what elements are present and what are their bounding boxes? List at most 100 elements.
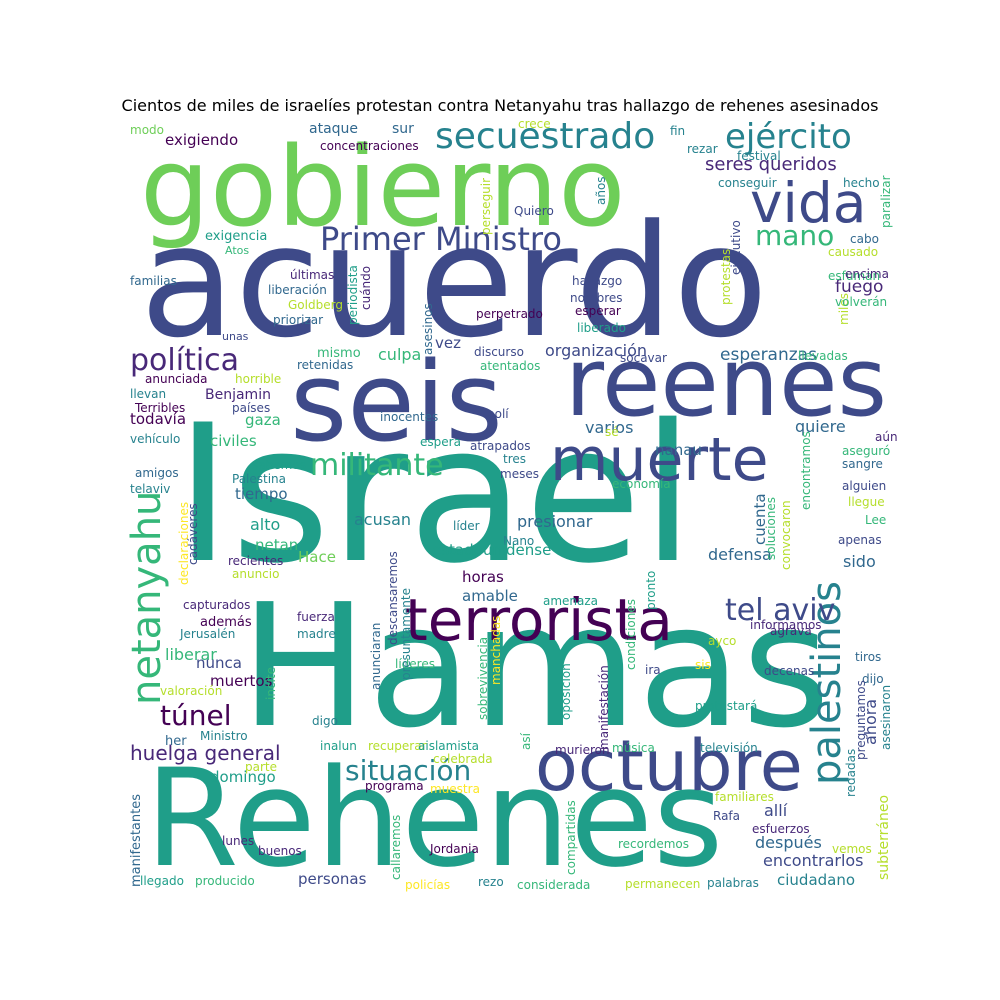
cloud-word: madre	[297, 627, 336, 641]
cloud-word: Hamas	[240, 568, 830, 766]
cloud-word: encontrarlos	[763, 851, 864, 870]
cloud-word: nombres	[570, 291, 623, 305]
cloud-word: muertos	[210, 672, 273, 690]
cloud-word: meses	[500, 467, 539, 481]
cloud-word: netanyahu	[124, 491, 170, 705]
cloud-word: dijo	[862, 672, 884, 686]
cloud-word: amigos	[135, 466, 179, 480]
cloud-word: líderes	[395, 657, 435, 671]
cloud-word: televisión	[700, 741, 758, 755]
cloud-word: her	[165, 734, 187, 749]
cloud-word: nunca	[196, 654, 242, 672]
cloud-word: Benjamin	[205, 387, 271, 403]
cloud-word: protestará	[695, 699, 757, 713]
cloud-word: allí	[764, 801, 788, 820]
cloud-word: acuerdo	[140, 191, 768, 372]
cloud-word: horrible	[235, 372, 281, 386]
cloud-word: fin	[670, 124, 685, 138]
cloud-word: encima	[845, 267, 889, 281]
cloud-word: llegado	[140, 874, 184, 888]
cloud-word: sobrevivencia	[476, 637, 490, 720]
cloud-word: gaza	[245, 411, 281, 429]
cloud-word: preguntamos	[854, 680, 868, 760]
cloud-word: exigencia	[205, 229, 267, 244]
cloud-word: unas	[222, 330, 249, 343]
cloud-word: rezo	[478, 875, 504, 889]
cloud-word: manifestantes	[129, 794, 144, 887]
cloud-word: líder	[453, 519, 480, 533]
cloud-word: discurso	[474, 345, 524, 359]
cloud-word: llegue	[848, 495, 885, 509]
cloud-word: situación	[345, 754, 471, 787]
cloud-word: recientes	[228, 554, 283, 568]
cloud-word: buenos	[258, 844, 302, 858]
cloud-word: anuncio	[232, 567, 279, 581]
cloud-word: Terribles	[134, 401, 185, 415]
cloud-word: seis	[290, 338, 503, 466]
cloud-word: recuperar	[368, 739, 427, 753]
cloud-word: amable	[462, 587, 518, 605]
cloud-word: Hace	[298, 548, 336, 566]
cloud-word: Rehenes	[145, 740, 723, 897]
cloud-word: programa	[365, 779, 424, 793]
cloud-word: fuego	[835, 277, 883, 297]
cloud-word: manifestación	[597, 665, 611, 750]
cloud-word: Lee	[865, 513, 886, 527]
cloud-word: además	[200, 615, 252, 630]
cloud-word: sur	[392, 121, 414, 137]
cloud-word: subterráneo	[876, 795, 892, 880]
cloud-word: perpetrado	[476, 307, 543, 321]
cloud-word: amenaza	[543, 594, 598, 608]
cloud-word: presuntamente	[399, 588, 413, 680]
cloud-word: crece	[518, 117, 551, 131]
cloud-word: atentados	[480, 359, 540, 373]
cloud-word: valoración	[160, 684, 222, 698]
cloud-word: así	[519, 732, 533, 750]
cloud-word: túnel	[160, 699, 231, 732]
cloud-word: ahora	[861, 699, 880, 745]
cloud-word: personas	[298, 870, 367, 888]
cloud-word: policías	[405, 878, 450, 892]
cloud-word: decenas	[764, 664, 814, 678]
cloud-word: cuándo	[359, 266, 373, 310]
cloud-word: palestinos	[804, 581, 850, 785]
cloud-word: sido	[843, 552, 876, 571]
cloud-word: manchadas	[489, 616, 503, 685]
cloud-word: recordemos	[618, 837, 689, 851]
cloud-word: redadas	[844, 749, 858, 797]
cloud-word: conseguir	[718, 176, 777, 190]
cloud-word: Nano	[503, 534, 534, 548]
cloud-word: celebrada	[433, 752, 493, 766]
cloud-word: ejército	[725, 117, 852, 157]
cloud-word: anunciaran	[369, 623, 383, 690]
cloud-word: después	[755, 833, 822, 852]
cloud-word: anunciada	[145, 372, 207, 386]
cloud-word: secuestrado	[435, 116, 655, 157]
cloud-word: Jordania	[429, 842, 479, 856]
cloud-word: asesinaron	[879, 685, 893, 750]
cloud-word: domingo	[210, 768, 276, 786]
cloud-word: ataque	[309, 121, 358, 137]
cloud-word: acusan	[354, 510, 411, 529]
cloud-word: hallazgo	[572, 274, 622, 288]
cloud-word: paralizar	[879, 175, 893, 228]
cloud-word: política	[130, 343, 239, 378]
cloud-word: cadáveres	[186, 503, 200, 565]
cloud-word: declaraciones	[177, 502, 191, 585]
cloud-word: liberación	[268, 283, 327, 297]
chart-title: Cientos de miles de israelíes protestan …	[121, 96, 879, 115]
cloud-word: ciudadano	[777, 871, 855, 889]
cloud-word: palabras	[707, 876, 759, 890]
cloud-word: llevan	[130, 387, 166, 401]
cloud-word: priorizar	[273, 313, 323, 327]
cloud-word: callaremos	[389, 815, 403, 880]
cloud-word: militante	[310, 448, 444, 483]
cloud-word: economía	[612, 477, 671, 491]
cloud-word: tiros	[855, 650, 881, 664]
cloud-word: retenidas	[297, 358, 353, 372]
cloud-word: informamos	[750, 618, 822, 632]
cloud-word: permanecen	[625, 877, 700, 891]
cloud-word: digo	[312, 714, 338, 728]
cloud-word: reenes	[565, 328, 887, 438]
